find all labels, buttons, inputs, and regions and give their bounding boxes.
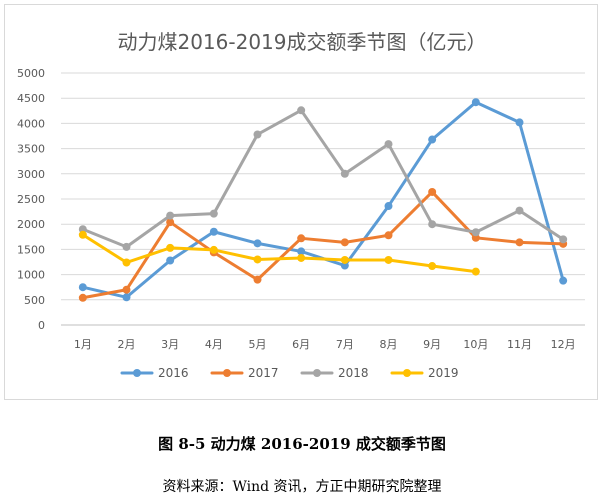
data-point-2016	[166, 256, 175, 265]
data-point-2018	[428, 220, 437, 229]
data-point-2017	[515, 238, 524, 247]
x-tick-label: 10月	[463, 338, 488, 351]
x-tick-label: 8月	[380, 338, 398, 351]
y-tick-label: 500	[24, 294, 45, 307]
x-tick-label: 12月	[551, 338, 576, 351]
data-point-2018	[166, 211, 175, 220]
data-point-2018	[384, 140, 393, 149]
y-axis: 0 500 1000 1500 2000 2500 3000 3500 4000 4500 5000	[17, 67, 45, 332]
source-note: 资料来源：Wind 资讯，方正中期研究院整理	[162, 479, 442, 495]
x-tick-label: 2月	[118, 338, 136, 351]
data-point-2018	[471, 228, 480, 237]
data-point-2018	[253, 130, 262, 139]
data-point-2018	[340, 169, 349, 178]
series-2016	[78, 98, 568, 302]
legend-marker	[223, 369, 231, 377]
data-point-2016	[559, 276, 568, 285]
legend-marker	[133, 369, 141, 377]
y-tick-label: 1500	[17, 243, 45, 256]
x-tick-label: 5月	[249, 338, 267, 351]
data-point-2017	[340, 238, 349, 247]
figure-caption: 图 8-5 动力煤 2016-2019 成交额季节图	[158, 435, 446, 453]
data-point-2019	[122, 258, 131, 267]
data-point-2019	[471, 267, 480, 276]
data-point-2016	[384, 202, 393, 211]
x-tick-label: 11月	[507, 338, 532, 351]
x-tick-label: 6月	[292, 338, 310, 351]
legend-item-2017: 2017	[210, 366, 279, 380]
chart-area: 动力煤2016-2019成交额季节图（亿元） 0 500 1000 1500 2000 2…	[4, 4, 598, 400]
chart-title: 动力煤2016-2019成交额季节图（亿元）	[117, 30, 486, 54]
series-2019	[78, 230, 480, 276]
series-2017	[78, 187, 568, 302]
series-line-2016	[81, 100, 565, 299]
data-point-2019	[428, 262, 437, 271]
data-point-2016	[297, 247, 306, 256]
y-tick-label: 2000	[17, 218, 45, 231]
y-tick-label: 3000	[17, 168, 45, 181]
data-point-2016	[78, 283, 87, 292]
data-point-2016	[428, 135, 437, 144]
data-point-2018	[515, 206, 524, 215]
data-point-2018	[122, 242, 131, 251]
y-tick-label: 0	[38, 319, 45, 332]
y-tick-label: 5000	[17, 67, 45, 80]
data-point-2017	[297, 234, 306, 243]
data-point-2018	[297, 106, 306, 115]
series-line-2019	[81, 233, 478, 274]
data-point-2017	[428, 187, 437, 196]
data-point-2016	[122, 293, 131, 302]
data-point-2017	[253, 275, 262, 284]
data-point-2019	[166, 243, 175, 252]
data-point-2019	[340, 255, 349, 264]
line-chart: 动力煤2016-2019成交额季节图（亿元） 0 500 1000 1500 2000 2…	[17, 30, 585, 380]
legend-marker	[313, 369, 321, 377]
x-tick-label: 1月	[74, 338, 92, 351]
x-axis: 1月 2月 3月 4月 5月 6月 7月 8月 9月 10月 11月 12月	[74, 338, 576, 351]
legend-marker	[403, 369, 411, 377]
legend: 2016 2017 2018 2019	[120, 366, 459, 380]
series-2018	[78, 106, 568, 251]
legend-item-2018: 2018	[300, 366, 369, 380]
data-point-2019	[78, 230, 87, 239]
x-tick-label: 3月	[161, 338, 179, 351]
data-point-2017	[122, 285, 131, 294]
data-point-2019	[384, 255, 393, 264]
data-point-2019	[253, 255, 262, 264]
legend-label: 2018	[338, 366, 369, 380]
series-line-2018	[81, 108, 565, 249]
legend-label: 2017	[248, 366, 279, 380]
y-tick-label: 4500	[17, 92, 45, 105]
data-point-2017	[166, 218, 175, 227]
data-point-2017	[384, 231, 393, 240]
legend-label: 2016	[158, 366, 189, 380]
data-point-2017	[471, 233, 480, 242]
data-point-2016	[340, 261, 349, 270]
data-point-2019	[209, 245, 218, 254]
x-tick-label: 7月	[336, 338, 354, 351]
data-point-2016	[253, 239, 262, 248]
x-tick-label: 9月	[423, 338, 441, 351]
series-lines	[78, 98, 568, 302]
gridlines	[61, 72, 585, 326]
y-tick-label: 3500	[17, 143, 45, 156]
data-point-2019	[297, 253, 306, 262]
y-tick-label: 1000	[17, 269, 45, 282]
legend-item-2019: 2019	[390, 366, 459, 380]
legend-label: 2019	[428, 366, 459, 380]
y-tick-label: 4000	[17, 117, 45, 130]
data-point-2016	[209, 227, 218, 236]
data-point-2016	[471, 98, 480, 107]
series-line-2017	[81, 190, 565, 300]
data-point-2018	[209, 209, 218, 218]
data-point-2018	[78, 225, 87, 234]
data-point-2018	[559, 235, 568, 244]
y-tick-label: 2500	[17, 193, 45, 206]
data-point-2017	[78, 293, 87, 302]
data-point-2016	[515, 118, 524, 127]
legend-item-2016: 2016	[120, 366, 189, 380]
x-tick-label: 4月	[205, 338, 223, 351]
